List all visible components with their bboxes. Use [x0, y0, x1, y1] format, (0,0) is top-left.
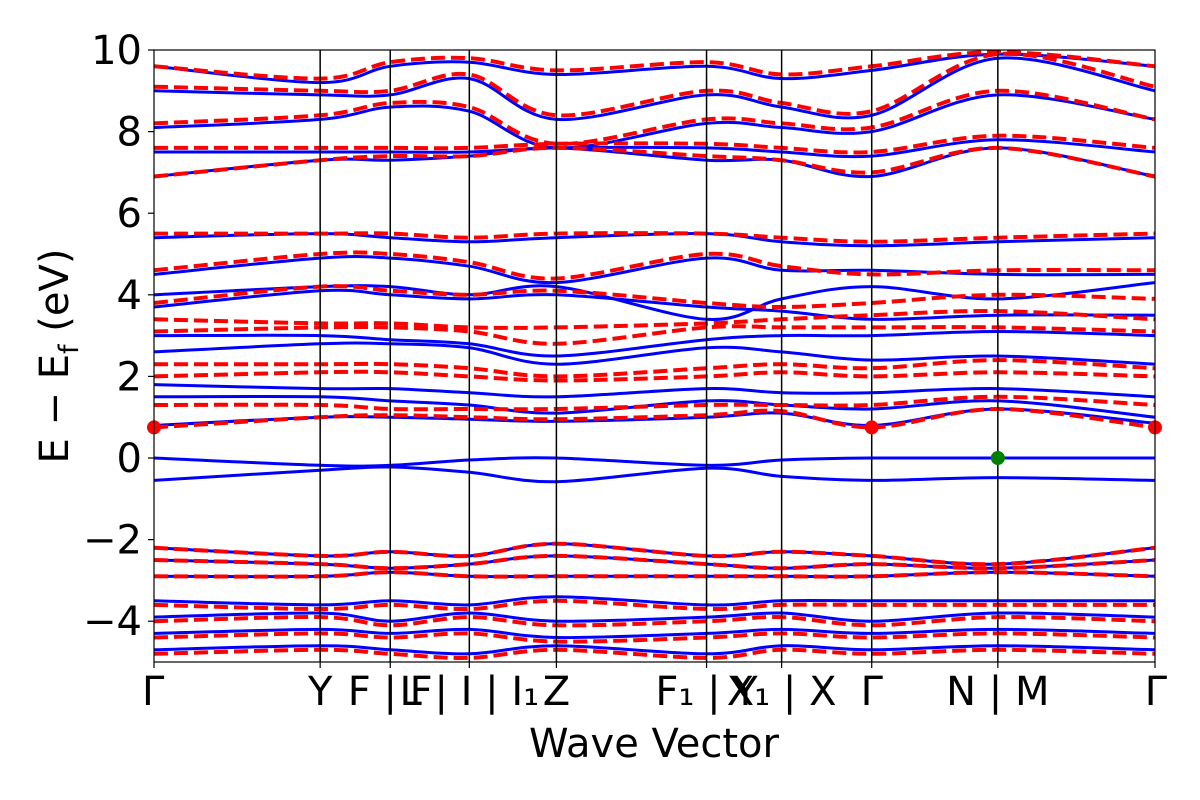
solid-band-line-14 [154, 56, 1155, 122]
dashed-band-line-4 [154, 324, 1155, 346]
x-tick-label-5: F₁ | Y [655, 669, 758, 715]
dashed-band-line-16 [154, 570, 1155, 579]
y-axis-label-unit: (eV) [32, 249, 78, 345]
solid-band-line-4 [154, 383, 1155, 399]
solid-band-line-20 [154, 611, 1155, 623]
solid-band-line-7 [154, 288, 1155, 321]
dashed-band-line-19 [154, 631, 1155, 644]
solid-band-line-21 [154, 627, 1155, 640]
y-axis-ticks: −4 −2 0 2 4 6 8 10 [83, 28, 154, 645]
solid-band-line-3 [154, 394, 1155, 419]
x-tick-label-1: Y [307, 669, 333, 715]
solid-band-line-15 [154, 52, 1155, 85]
cbm-marker-1 [864, 420, 879, 435]
x-tick-label-4: Z [543, 669, 570, 715]
dashed-band-line-0 [154, 406, 1155, 430]
dashed-band-line-1 [154, 394, 1155, 412]
y-tick-label-0: −4 [83, 599, 142, 645]
solid-band-series [154, 52, 1155, 656]
dashed-band-line-15 [154, 553, 1155, 571]
y-tick-label-3: 2 [117, 354, 142, 400]
solid-band-line-0 [154, 465, 1155, 484]
dashed-band-line-17 [154, 598, 1155, 612]
dashed-band-line-3 [154, 358, 1155, 379]
dashed-band-line-8 [154, 231, 1155, 244]
y-axis-label-main: E − E [32, 354, 78, 464]
dashed-band-line-6 [154, 284, 1155, 310]
y-axis-label-subscript: f [54, 343, 85, 354]
dashed-band-line-13 [154, 50, 1155, 81]
vbm-marker [990, 451, 1005, 465]
x-tick-label-7: Γ [861, 669, 884, 715]
dashed-band-line-14 [154, 541, 1155, 567]
y-tick-label-5: 6 [117, 191, 142, 237]
x-tick-label-3: L | I | I₁ [399, 669, 539, 715]
solid-band-line-12 [154, 138, 1155, 159]
y-tick-label-6: 8 [117, 110, 142, 156]
dashed-band-line-18 [154, 615, 1155, 628]
x-tick-label-0: Γ [142, 669, 165, 715]
x-tick-label-9: Γ [1145, 669, 1168, 715]
kpoint-lines [319, 50, 999, 662]
bands-layer [154, 50, 1155, 660]
plot-frame [153, 49, 1156, 663]
x-axis-label: Wave Vector [529, 721, 780, 767]
x-tick-label-8: N | M [946, 669, 1049, 715]
solid-band-line-6 [154, 329, 1155, 358]
dashed-band-line-11 [154, 88, 1155, 146]
y-tick-label-4: 4 [117, 273, 142, 319]
dashed-band-line-12 [154, 51, 1155, 118]
dashed-band-line-5 [154, 309, 1155, 330]
dashed-band-line-9 [154, 145, 1155, 179]
dashed-band-series [154, 50, 1155, 660]
solid-band-line-10 [154, 232, 1155, 248]
y-axis-label: E − Ef (eV) [32, 249, 85, 464]
y-tick-label-7: 10 [91, 28, 142, 74]
x-tick-label-2: F | F [348, 669, 433, 715]
solid-band-line-1 [154, 456, 1155, 468]
x-tick-label-6: X₁ | X [727, 669, 837, 715]
y-tick-label-1: −2 [83, 518, 142, 564]
solid-band-line-22 [154, 644, 1155, 656]
dashed-band-line-7 [154, 250, 1155, 281]
dashed-band-line-20 [154, 647, 1155, 660]
y-tick-label-2: 0 [117, 436, 142, 482]
solid-band-line-5 [154, 341, 1155, 366]
x-axis-ticks: Γ Y F | FL | I | I₁ Z F₁ | YX₁ | X Γ N | M Γ [142, 662, 1168, 715]
solid-band-line-13 [154, 93, 1155, 150]
dashed-band-line-10 [154, 133, 1155, 155]
dashed-band-line-2 [154, 369, 1155, 383]
solid-band-line-19 [154, 595, 1155, 607]
